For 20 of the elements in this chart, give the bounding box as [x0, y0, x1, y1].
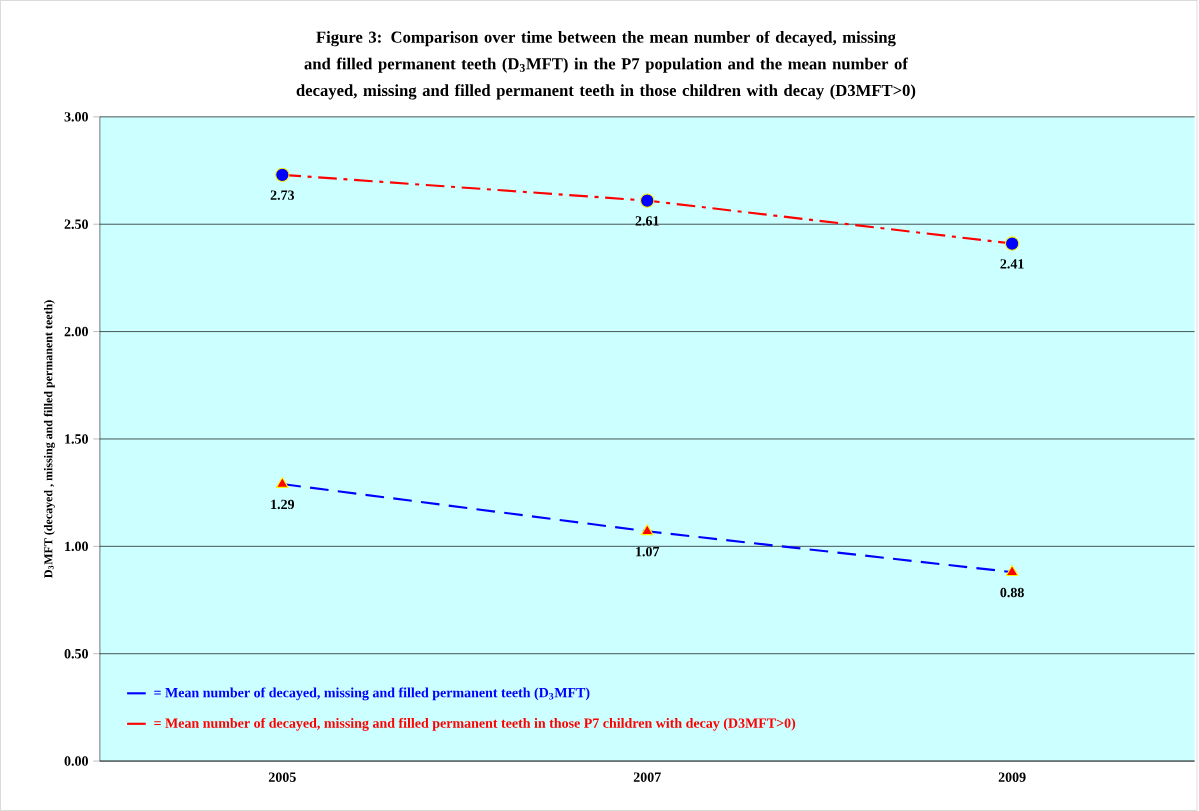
data-label: 2.61: [635, 216, 659, 226]
data-label: 1.07: [636, 546, 660, 557]
x-tick-label: 2005: [268, 772, 296, 782]
data-label: 0.88: [1000, 587, 1024, 598]
y-tick-label: 2.50: [64, 219, 88, 229]
data-label: 2.73: [270, 190, 295, 200]
y-tick-label: 3.00: [64, 112, 88, 122]
y-tick-label: 0.50: [64, 648, 88, 659]
y-axis-title: D$_{3}$MFT (decayed , missing and filled permanent teeth): [43, 300, 55, 578]
y-tick-label: 1.00: [65, 541, 88, 552]
x-tick-label: 2009: [998, 772, 1026, 782]
y-tick-label: 0.00: [64, 756, 88, 766]
chart-title: Figure 3: Comparison over time between the mean number of decayed, missing and filled permanent teeth (D$_{3}$MFT) in the P7 population and the mean number of decayed, missing and filled permanent teeth in those children with decay (D3MFT>0): [296, 30, 916, 100]
y-tick-label: 2.00: [64, 326, 88, 337]
data-label: 2.41: [1000, 259, 1024, 269]
data-label: 1.29: [271, 499, 295, 510]
x-tick-label: 2007: [633, 772, 661, 782]
legend-label: = Mean number of decayed, missing and filled permanent teeth (D$_{3}$MFT): [154, 687, 590, 701]
legend-label: = Mean number of decayed, missing and filled permanent teeth in those P7 children with decay (D3MFT>0): [154, 717, 796, 731]
y-tick-label: 1.50: [65, 434, 88, 444]
